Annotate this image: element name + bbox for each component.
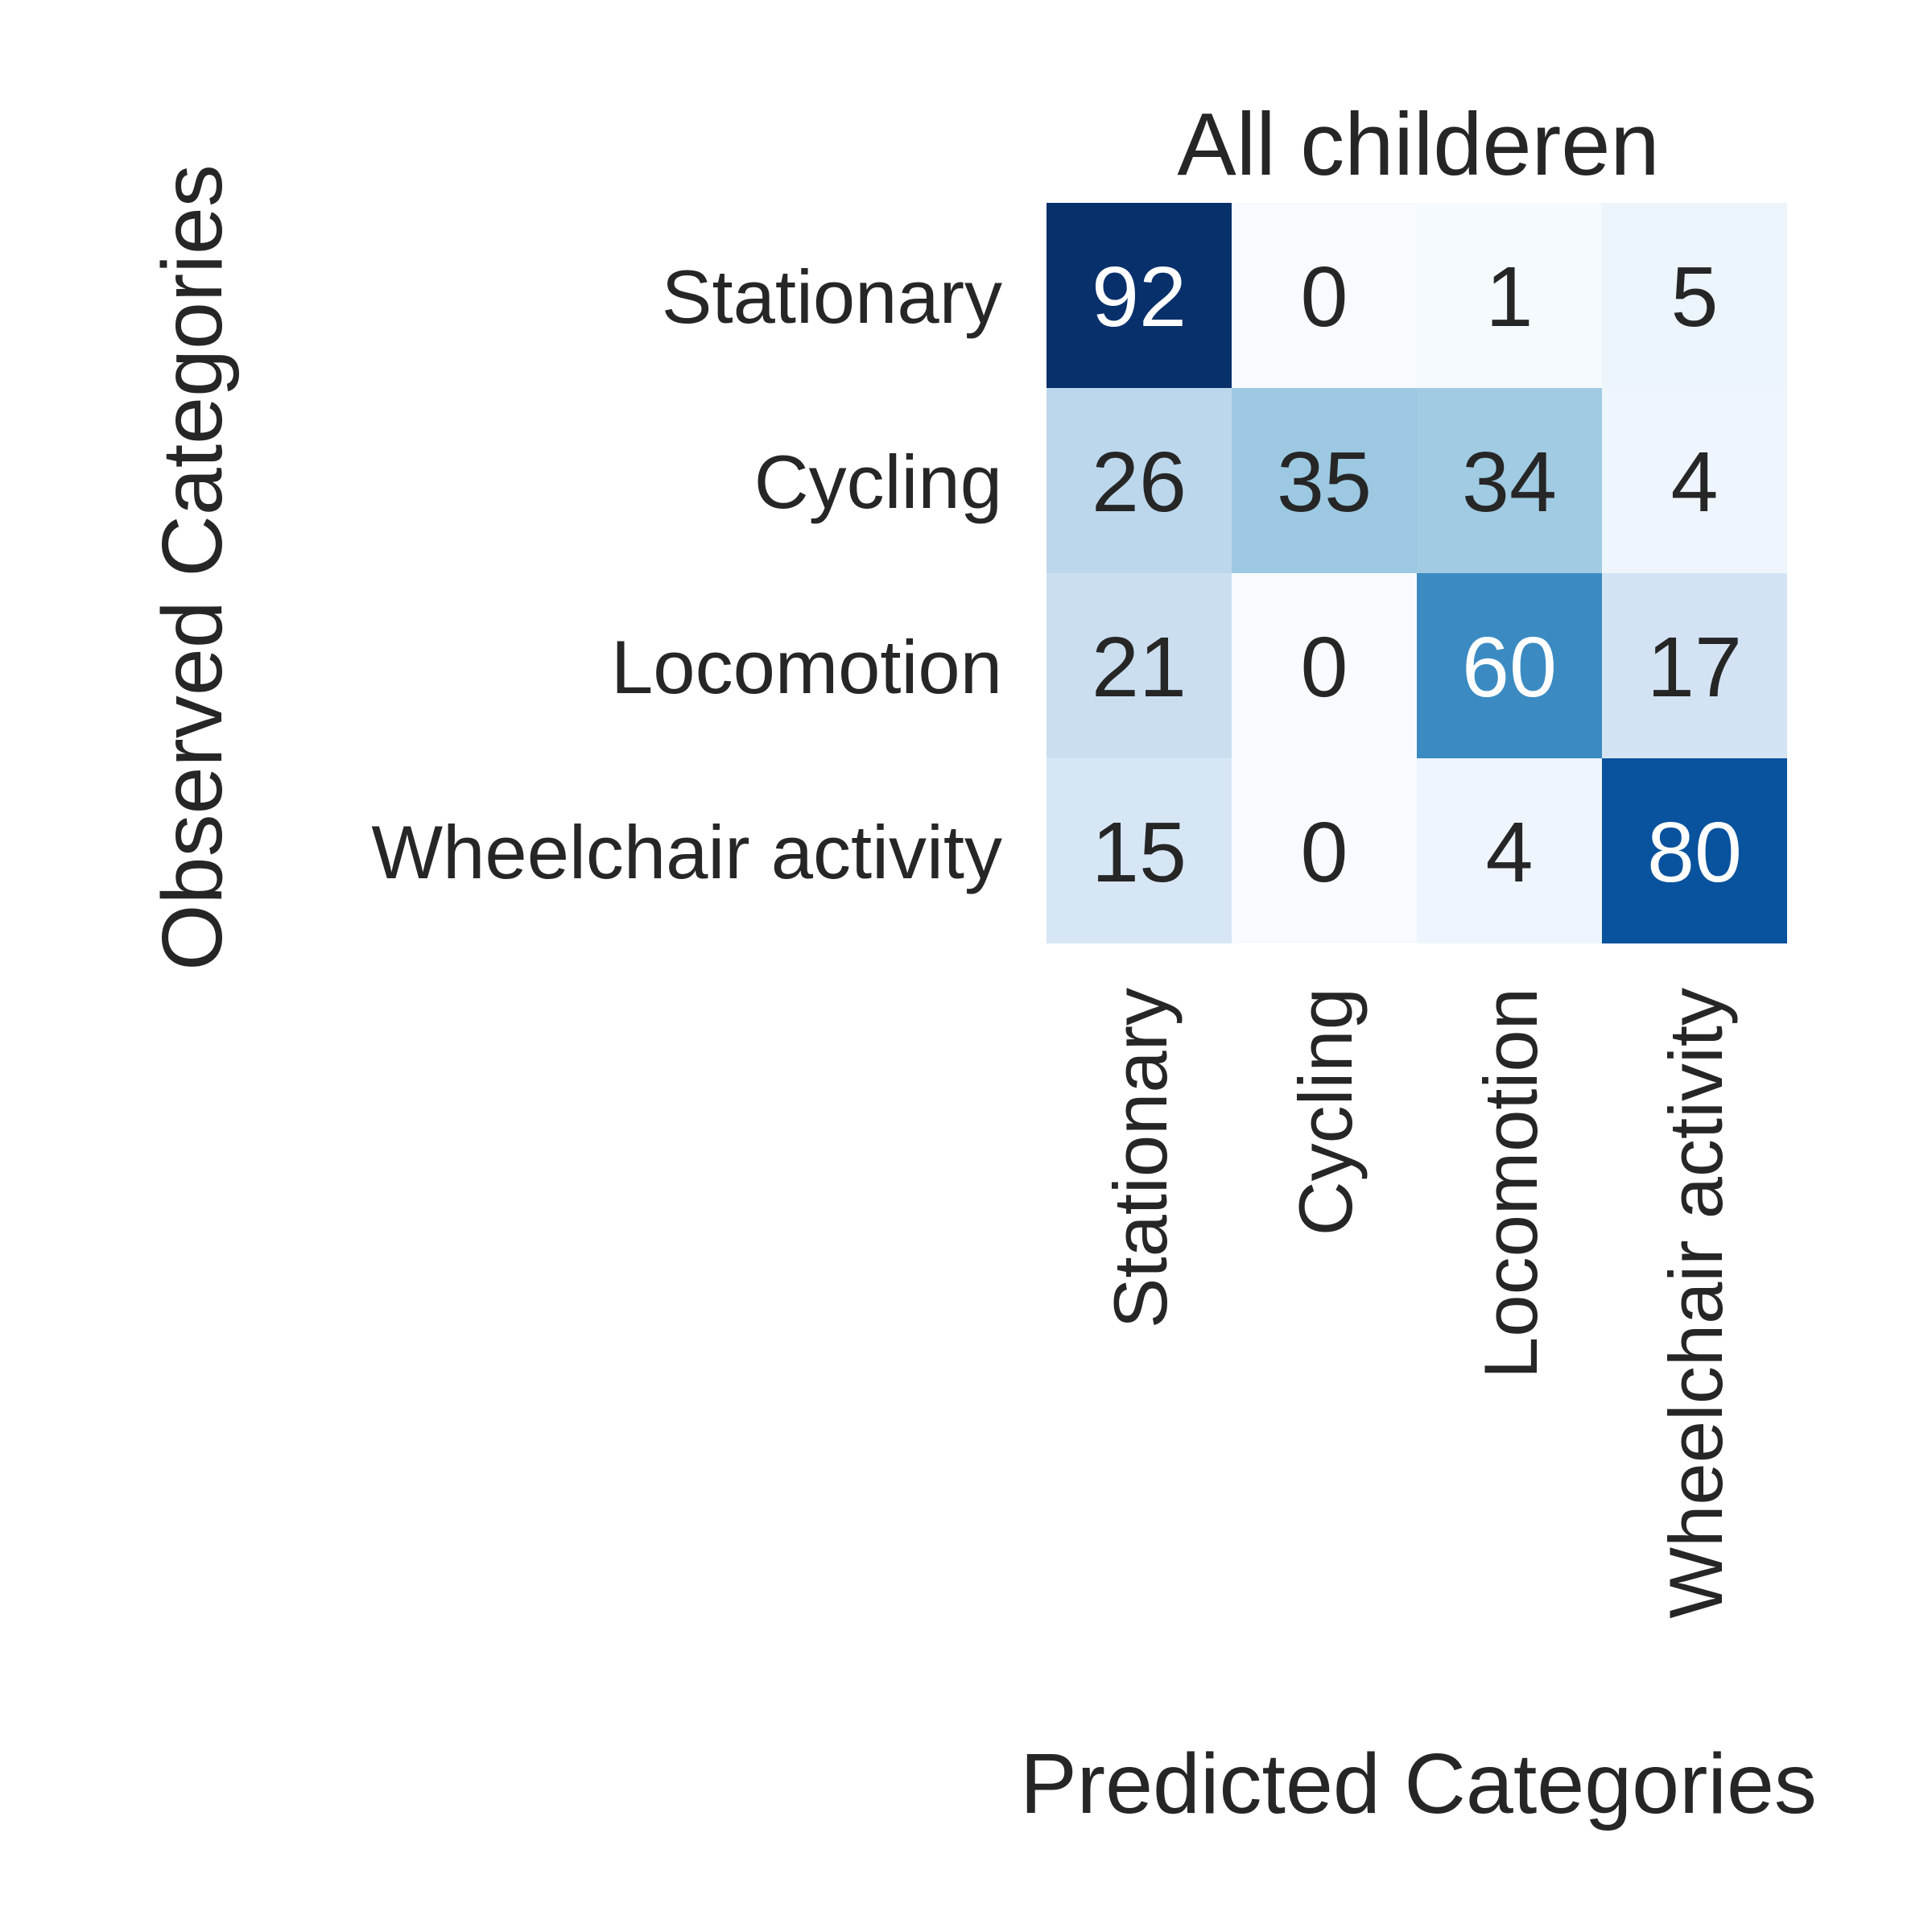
heatmap-cell-locomotion-locomotion <box>1417 573 1602 758</box>
heatmap-cell-stationary-cycling <box>1232 203 1417 388</box>
heatmap-cell-wheelchair-activity-locomotion <box>1417 758 1602 943</box>
heatmap-cell-locomotion-cycling <box>1232 573 1417 758</box>
cell-value-label: 0 <box>1301 620 1348 715</box>
cell-value-label: 4 <box>1486 805 1534 900</box>
heatmap-cell-wheelchair-activity-cycling <box>1232 758 1417 943</box>
heatmap-cell-stationary-locomotion <box>1417 203 1602 388</box>
x-tick-label: Locomotion <box>1468 988 1553 1379</box>
cell-value-label: 4 <box>1671 435 1719 530</box>
cell-value-label: 0 <box>1301 805 1348 900</box>
cell-value-label: 0 <box>1301 250 1348 345</box>
heatmap-cell-locomotion-stationary <box>1046 573 1232 758</box>
cell-value-label: 17 <box>1647 620 1742 715</box>
y-tick-label: Wheelchair activity <box>371 810 1002 894</box>
heatmap-cell-stationary-wheelchair-activity <box>1602 203 1787 388</box>
heatmap-cell-cycling-wheelchair-activity <box>1602 388 1787 573</box>
y-axis-label: Observed Categories <box>145 164 240 971</box>
cell-value-label: 35 <box>1277 435 1372 530</box>
y-tick-label: Locomotion <box>611 625 1002 709</box>
cell-value-label: 34 <box>1462 435 1557 530</box>
x-tick-label: Stationary <box>1098 988 1183 1328</box>
heatmap-cell-cycling-locomotion <box>1417 388 1602 573</box>
heatmap-cell-locomotion-wheelchair-activity <box>1602 573 1787 758</box>
y-tick-labels: Stationary Cycling Locomotion Wheelchair ac… <box>371 254 1002 894</box>
cell-value-label: 92 <box>1092 250 1187 345</box>
cell-value-label: 60 <box>1462 620 1557 715</box>
cell-value-label: 15 <box>1092 805 1187 900</box>
cell-value-label: 21 <box>1092 620 1187 715</box>
heatmap-cell-cycling-stationary <box>1046 388 1232 573</box>
heatmap-cell-cycling-cycling <box>1232 388 1417 573</box>
chart-title: All childeren <box>1177 95 1659 194</box>
cell-value-label: 5 <box>1671 250 1719 345</box>
cell-value-label: 80 <box>1647 805 1742 900</box>
cell-value-label: 26 <box>1092 435 1187 530</box>
cell-value-label: 1 <box>1486 250 1534 345</box>
y-tick-label: Stationary <box>662 254 1002 339</box>
x-tick-label: Wheelchair activity <box>1653 988 1738 1619</box>
y-tick-label: Cycling <box>754 440 1002 524</box>
heatmap-cells <box>1046 203 1787 943</box>
heatmap-cell-wheelchair-activity-stationary <box>1046 758 1232 943</box>
heatmap-cell-stationary-stationary <box>1046 203 1232 388</box>
heatmap-cell-wheelchair-activity-wheelchair-activity <box>1602 758 1787 943</box>
x-tick-label: Cycling <box>1283 988 1368 1236</box>
x-axis-label: Predicted Categories <box>1020 1736 1817 1831</box>
x-tick-labels: Stationary Cycling Locomotion Wheelchair ac… <box>1098 988 1738 1619</box>
